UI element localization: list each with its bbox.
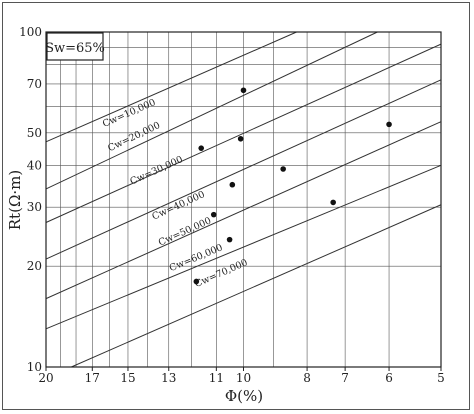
y-tick-label: 50 [27, 126, 42, 140]
chart-frame [2, 2, 470, 410]
x-axis-label: Φ(%) [225, 387, 263, 405]
data-point [240, 87, 247, 94]
x-tick-label: 13 [161, 371, 176, 385]
x-tick-label: 17 [85, 371, 100, 385]
x-axis-ticks: 20 17 15 13 11 10 8 7 6 5 [38, 367, 445, 385]
cw-line [71, 204, 442, 368]
y-tick-label: 70 [27, 77, 42, 91]
cw-line-label: Cw=70,000 [193, 257, 249, 290]
x-tick-label: 7 [341, 371, 349, 385]
cw-line-label: Cw=30,000 [129, 154, 185, 187]
sw-box: Sw=65% [45, 32, 105, 61]
data-point [210, 211, 217, 218]
cw-line-label: Cw=50,000 [157, 215, 213, 248]
data-point [198, 145, 205, 151]
x-tick-label: 11 [209, 371, 224, 385]
x-tick-label: 8 [303, 371, 311, 385]
cw-line [45, 31, 297, 143]
x-tick-label: 15 [120, 371, 135, 385]
cw-line [45, 43, 442, 223]
y-tick-label: 40 [27, 158, 42, 172]
cw-line [45, 164, 442, 330]
x-tick-label: 20 [38, 371, 53, 385]
y-tick-label: 10 [27, 360, 42, 374]
sw-box-frame [46, 32, 104, 61]
y-tick-label: 20 [27, 259, 42, 273]
data-points [193, 87, 392, 285]
cw-line-label: Cw=40,000 [150, 189, 206, 222]
y-axis-label: Rt(Ω·m) [6, 170, 24, 230]
x-tick-label: 6 [385, 371, 393, 385]
data-point [226, 236, 233, 243]
y-tick-label: 100 [19, 25, 42, 39]
data-point [229, 181, 236, 188]
data-point [280, 166, 286, 172]
x-tick-label: 5 [437, 371, 445, 385]
x-tick-label: 10 [236, 371, 251, 385]
vertical-grid [45, 32, 442, 367]
cw-line [45, 121, 442, 300]
cw-line [45, 31, 378, 190]
data-point [193, 278, 200, 285]
cw-line [45, 79, 442, 260]
data-point [330, 199, 336, 206]
y-axis-ticks: 10 20 30 40 50 70 100 [19, 25, 42, 374]
sw-box-label: Sw=65% [45, 41, 105, 56]
data-point [386, 121, 392, 128]
data-point [237, 135, 244, 142]
y-tick-label: 30 [27, 200, 42, 214]
